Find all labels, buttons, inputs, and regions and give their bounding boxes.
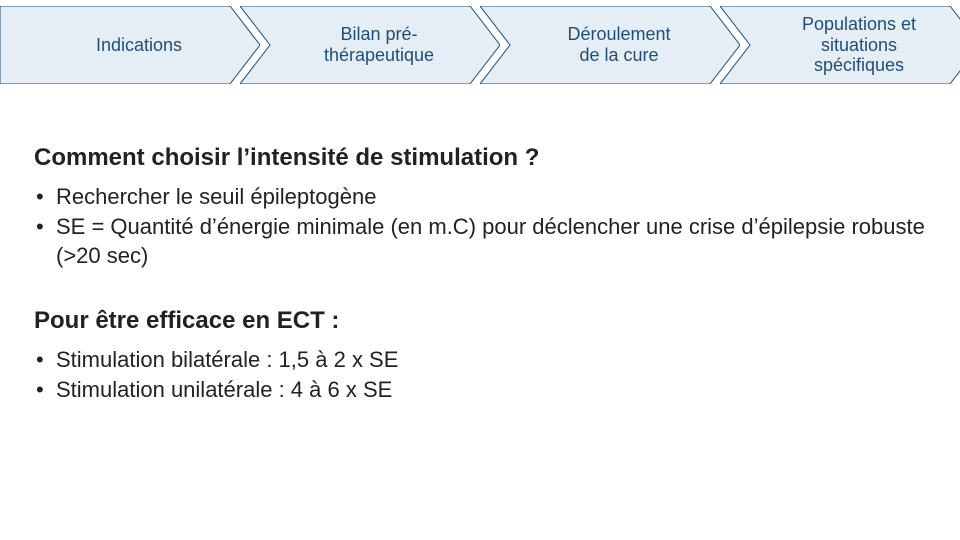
section-2-heading: Pour être efficace en ECT : — [34, 307, 926, 335]
nav-step-2: Bilan pré-thérapeutique — [240, 6, 500, 84]
section-1-heading: Comment choisir l’intensité de stimulati… — [34, 144, 926, 172]
nav-step-label: Déroulementde la cure — [480, 24, 740, 65]
section-1-bullets: Rechercher le seuil épileptogèneSE = Qua… — [34, 182, 926, 271]
nav-step-label: Populations etsituationsspécifiques — [720, 14, 960, 76]
nav-step-label: Bilan pré-thérapeutique — [240, 24, 500, 65]
nav-step-label: Indications — [0, 35, 260, 56]
bullet-item: Stimulation bilatérale : 1,5 à 2 x SE — [34, 345, 926, 375]
nav-step-3: Déroulementde la cure — [480, 6, 740, 84]
bullet-item: Rechercher le seuil épileptogène — [34, 182, 926, 212]
slide-content: Comment choisir l’intensité de stimulati… — [0, 84, 960, 404]
nav-step-4: Populations etsituationsspécifiques — [720, 6, 960, 84]
nav-chevrons: IndicationsBilan pré-thérapeutiqueDéroul… — [0, 6, 960, 84]
bullet-item: SE = Quantité d’énergie minimale (en m.C… — [34, 212, 926, 271]
section-2-bullets: Stimulation bilatérale : 1,5 à 2 x SESti… — [34, 345, 926, 404]
bullet-item: Stimulation unilatérale : 4 à 6 x SE — [34, 375, 926, 405]
nav-step-1: Indications — [0, 6, 260, 84]
